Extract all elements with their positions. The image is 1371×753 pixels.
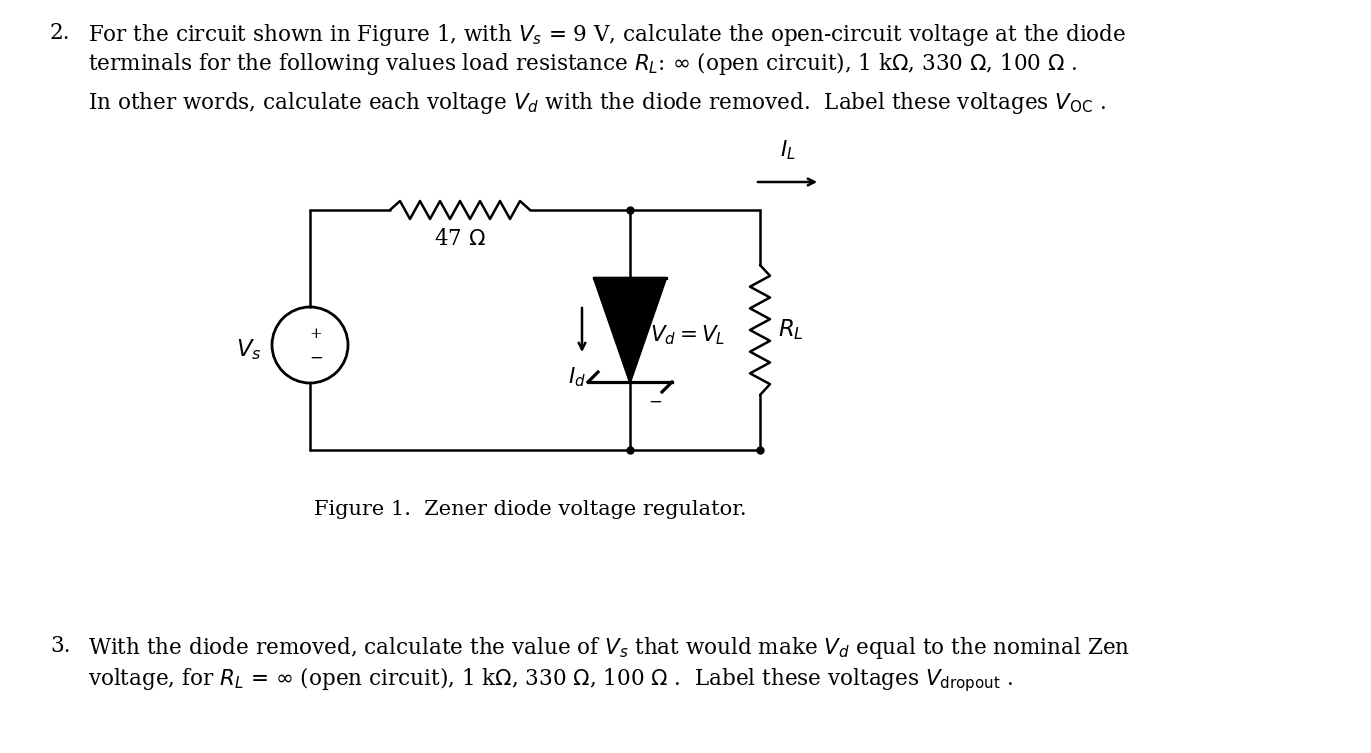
Text: 3.: 3. <box>49 635 70 657</box>
Polygon shape <box>594 278 666 382</box>
Text: −: − <box>308 349 324 367</box>
Text: $V_s$: $V_s$ <box>236 337 262 362</box>
Text: Figure 1.  Zener diode voltage regulator.: Figure 1. Zener diode voltage regulator. <box>314 500 746 519</box>
Text: For the circuit shown in Figure 1, with $V_s$ = 9 V, calculate the open-circuit : For the circuit shown in Figure 1, with … <box>88 22 1126 48</box>
Text: 47 $\Omega$: 47 $\Omega$ <box>435 228 485 250</box>
Text: With the diode removed, calculate the value of $V_s$ that would make $V_d$ equal: With the diode removed, calculate the va… <box>88 635 1130 661</box>
Text: $R_L$: $R_L$ <box>777 318 803 343</box>
Text: $I_d$: $I_d$ <box>568 365 585 389</box>
Text: voltage, for $R_L$ = $\infty$ (open circuit), 1 k$\Omega$, 330 $\Omega$, 100 $\O: voltage, for $R_L$ = $\infty$ (open circ… <box>88 665 1013 694</box>
Text: In other words, calculate each voltage $V_d$ with the diode removed.  Label thes: In other words, calculate each voltage $… <box>88 90 1106 116</box>
Text: $V_d = V_L$: $V_d = V_L$ <box>650 323 725 347</box>
Text: +: + <box>648 285 662 301</box>
Text: −: − <box>648 394 662 410</box>
Text: +: + <box>310 327 322 341</box>
Text: 2.: 2. <box>49 22 70 44</box>
Text: terminals for the following values load resistance $R_L$: $\infty$ (open circuit: terminals for the following values load … <box>88 50 1078 77</box>
Text: $I_L$: $I_L$ <box>780 139 795 162</box>
